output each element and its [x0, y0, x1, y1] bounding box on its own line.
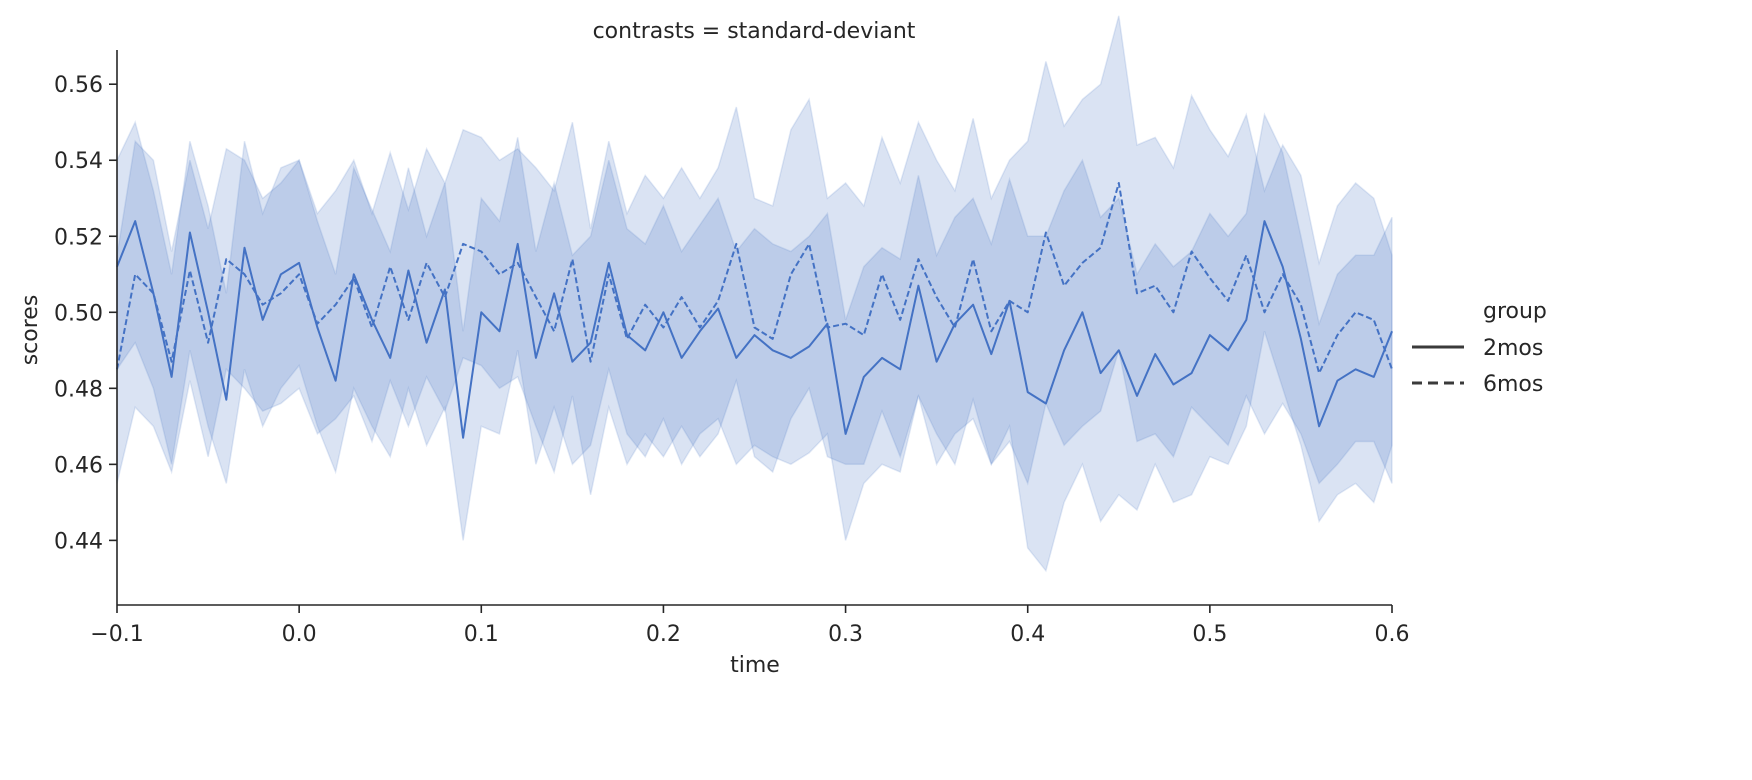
series-line-6mos [116, 182, 1393, 375]
legend: group 2mos 6mos [1412, 299, 1547, 397]
y-tick-label: 0.50 [54, 301, 103, 326]
legend-entries: 2mos 6mos [1412, 336, 1543, 397]
ci-band-6mos [116, 15, 1393, 495]
y-tick-label: 0.54 [54, 149, 103, 174]
legend-title: group [1483, 299, 1547, 324]
legend-label-6mos: 6mos [1483, 372, 1543, 397]
x-axis-label: time [730, 653, 780, 678]
x-ticks: −0.1 0.0 0.1 0.2 0.3 0.4 0.5 0.6 [90, 605, 1410, 647]
y-tick-label: 0.52 [54, 225, 103, 250]
y-tick-label: 0.56 [54, 73, 103, 98]
y-axis-label: scores [18, 295, 43, 366]
legend-label-2mos: 2mos [1483, 336, 1543, 361]
y-tick-label: 0.44 [54, 529, 103, 554]
chart-title: contrasts = standard-deviant [593, 19, 916, 44]
ci-band-2mos [116, 112, 1393, 573]
x-tick-label: 0.1 [464, 622, 499, 647]
x-tick-label: 0.2 [646, 622, 681, 647]
x-tick-label: 0.5 [1192, 622, 1227, 647]
x-tick-label: −0.1 [90, 622, 143, 647]
y-tick-label: 0.46 [54, 453, 103, 478]
series-lines [116, 182, 1393, 439]
x-tick-label: 0.3 [828, 622, 863, 647]
y-ticks: 0.44 0.46 0.48 0.50 0.52 0.54 0.56 [54, 73, 117, 554]
axes [116, 50, 1392, 606]
series-line-2mos [116, 220, 1393, 439]
y-tick-label: 0.48 [54, 377, 103, 402]
x-tick-label: 0.6 [1375, 622, 1410, 647]
x-tick-label: 0.4 [1010, 622, 1045, 647]
confidence-bands [116, 15, 1393, 573]
x-tick-label: 0.0 [282, 622, 317, 647]
